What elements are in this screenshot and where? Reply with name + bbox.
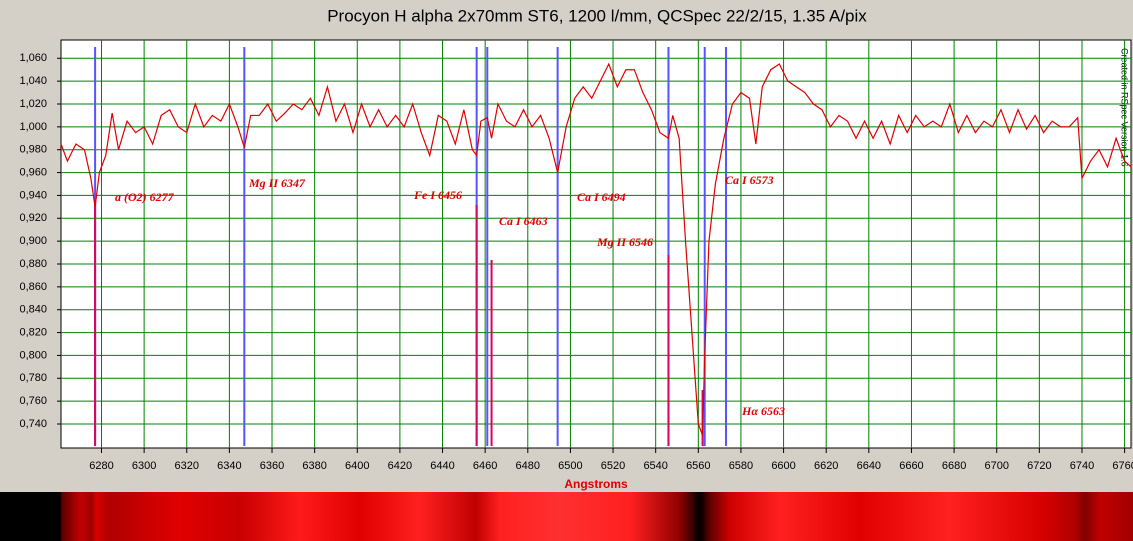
x-tick-label: 6360 <box>260 460 284 472</box>
x-axis-label: Angstroms <box>564 477 628 491</box>
x-tick-label: 6760 <box>1112 460 1133 472</box>
y-tick-label: 0,820 <box>19 326 47 338</box>
y-tick-label: 0,840 <box>19 304 47 316</box>
x-tick-label: 6540 <box>643 460 667 472</box>
x-tick-label: 6280 <box>89 460 113 472</box>
y-tick-label: 0,860 <box>19 281 47 293</box>
x-tick-label: 6380 <box>302 460 326 472</box>
y-tick-label: 0,760 <box>19 395 47 407</box>
annotation: Ca I 6573 <box>725 173 774 187</box>
x-tick-label: 6740 <box>1070 460 1094 472</box>
x-tick-label: 6660 <box>899 460 923 472</box>
x-tick-label: 6320 <box>175 460 199 472</box>
chart-title: Procyon H alpha 2x70mm ST6, 1200 l/mm, Q… <box>327 6 867 25</box>
y-tick-label: 0,880 <box>19 258 47 270</box>
annotation: Mg II 6546 <box>596 235 653 249</box>
x-tick-label: 6420 <box>388 460 412 472</box>
annotation: a (O2) 6277 <box>115 190 175 204</box>
spectrum-line <box>60 62 1132 436</box>
x-tick-label: 6680 <box>942 460 966 472</box>
annotation: Ca I 6463 <box>499 214 548 228</box>
y-tick-label: 1,060 <box>19 52 47 64</box>
x-tick-label: 6460 <box>473 460 497 472</box>
chart: Procyon H alpha 2x70mm ST6, 1200 l/mm, Q… <box>19 6 1133 491</box>
annotation: Fe I 6456 <box>413 188 462 202</box>
x-tick-label: 6700 <box>984 460 1008 472</box>
y-tick-label: 0,940 <box>19 189 47 201</box>
y-tick-label: 0,960 <box>19 166 47 178</box>
x-tick-label: 6600 <box>771 460 795 472</box>
x-tick-label: 6640 <box>857 460 881 472</box>
y-tick-label: 0,920 <box>19 212 47 224</box>
x-tick-label: 6580 <box>729 460 753 472</box>
x-tick-label: 6400 <box>345 460 369 472</box>
y-tick-label: 0,800 <box>19 349 47 361</box>
x-tick-label: 6620 <box>814 460 838 472</box>
y-tick-label: 0,900 <box>19 235 47 247</box>
x-tick-label: 6300 <box>132 460 156 472</box>
y-tick-label: 0,780 <box>19 372 47 384</box>
x-tick-label: 6440 <box>430 460 454 472</box>
x-tick-label: 6340 <box>217 460 241 472</box>
y-tick-label: 0,740 <box>19 418 47 430</box>
annotation: Ca I 6494 <box>577 190 626 204</box>
annotation: Hα 6563 <box>741 404 785 418</box>
x-tick-label: 6500 <box>558 460 582 472</box>
y-tick-label: 0,980 <box>19 144 47 156</box>
x-tick-label: 6480 <box>516 460 540 472</box>
spectrum-strip <box>0 492 1133 541</box>
annotation: Mg II 6347 <box>248 176 306 190</box>
y-tick-label: 1,020 <box>19 98 47 110</box>
x-tick-label: 6520 <box>601 460 625 472</box>
plot-area <box>60 39 1132 449</box>
x-tick-label: 6560 <box>686 460 710 472</box>
y-tick-label: 1,000 <box>19 121 47 133</box>
y-tick-label: 1,040 <box>19 75 47 87</box>
x-tick-label: 6720 <box>1027 460 1051 472</box>
